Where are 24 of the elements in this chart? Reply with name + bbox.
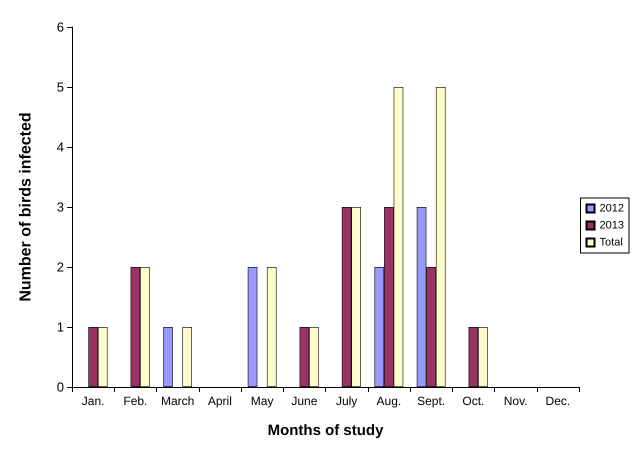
y-tick-label: 4	[56, 140, 64, 154]
x-tick-label: Feb.	[123, 394, 148, 408]
y-tick-label: 0	[56, 380, 64, 394]
x-tick-label: April	[208, 394, 232, 408]
x-axis-title: Months of study	[268, 422, 384, 439]
x-tick-label: May	[250, 394, 274, 408]
legend-label: 2012	[600, 202, 624, 214]
x-tick-label: June	[291, 394, 318, 408]
x-tick-label: Jan.	[82, 394, 104, 408]
y-tick-label: 2	[56, 260, 64, 274]
x-tick-label: July	[336, 394, 358, 408]
y-tick-label: 6	[56, 20, 64, 34]
x-tick-label: March	[160, 394, 194, 408]
x-tick-label: Nov.	[504, 394, 528, 408]
x-tick-label: Oct.	[462, 394, 484, 408]
x-tick-label: Sept.	[417, 394, 446, 408]
x-tick-label: Aug.	[376, 394, 402, 408]
legend-label: 2013	[600, 220, 624, 232]
y-tick-label: 5	[56, 80, 64, 94]
y-tick-label: 3	[56, 200, 64, 214]
x-tick-label: Dec.	[546, 394, 570, 408]
y-tick-label: 1	[56, 320, 64, 334]
y-axis-title: Number of birds infected	[18, 112, 34, 302]
legend-label: Total	[600, 236, 623, 248]
